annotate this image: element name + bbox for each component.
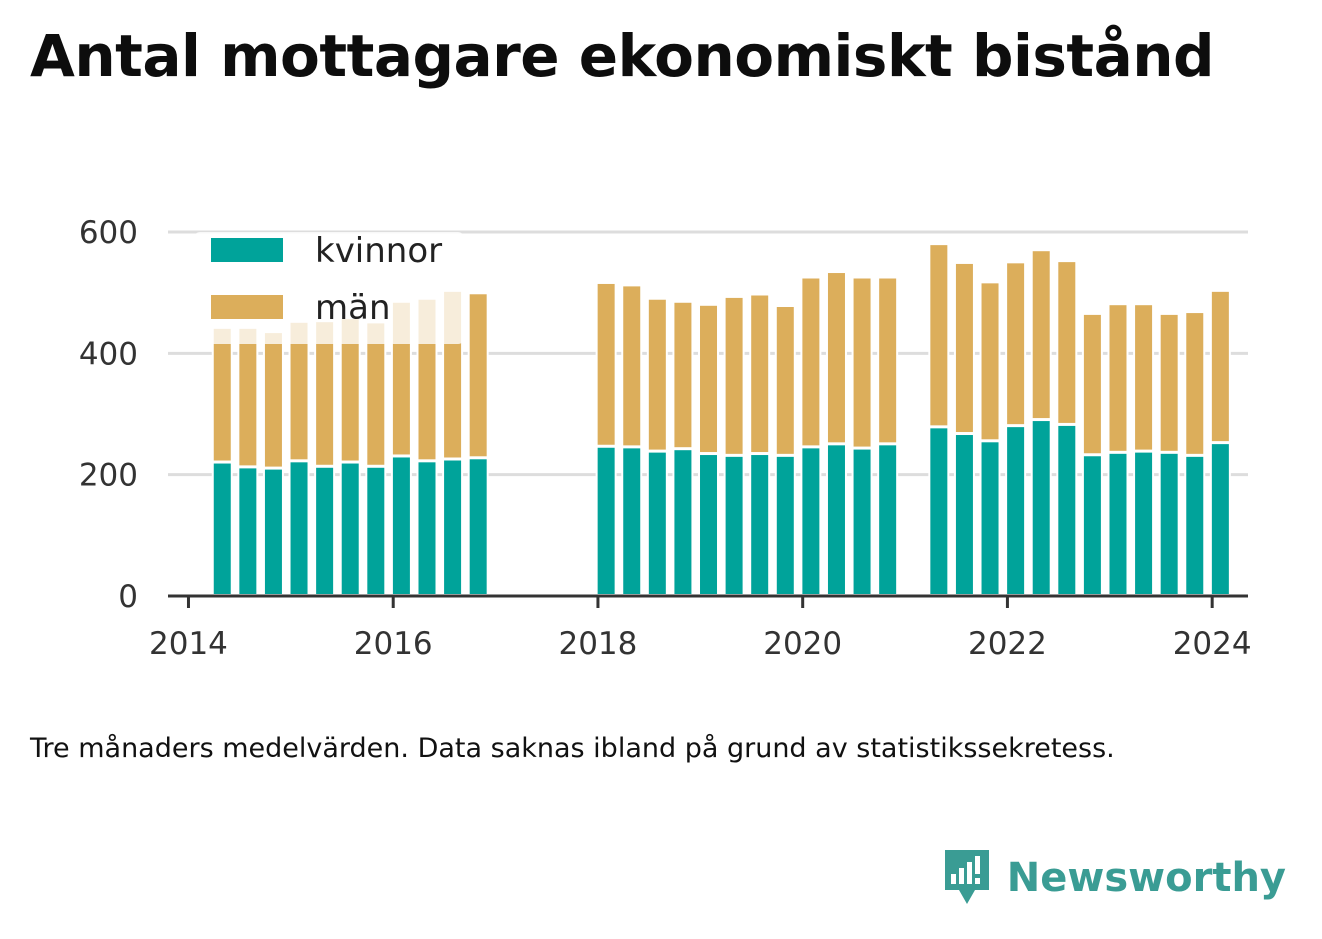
x-tick-label-2024: 2024 xyxy=(1173,626,1252,662)
bar-kvinnor-6 xyxy=(365,465,387,596)
x-tick-label-2020: 2020 xyxy=(763,626,842,662)
bar-män-26 xyxy=(1005,261,1027,427)
bar-män-27 xyxy=(1030,249,1052,421)
bar-kvinnor-13 xyxy=(646,450,668,597)
bar-män-19 xyxy=(800,276,822,448)
bar-kvinnor-8 xyxy=(416,460,438,596)
y-axis: 0 200 400 600 xyxy=(79,215,138,615)
bar-kvinnor-11 xyxy=(595,445,617,597)
bar-män-2 xyxy=(262,331,284,469)
bar-kvinnor-31 xyxy=(1133,450,1155,597)
bar-män-1 xyxy=(237,326,259,468)
bar-män-11 xyxy=(595,281,617,447)
bar-kvinnor-9 xyxy=(442,458,464,596)
bar-kvinnor-10 xyxy=(467,457,489,596)
bar-män-29 xyxy=(1081,312,1103,456)
bar-kvinnor-15 xyxy=(698,453,720,597)
bar-kvinnor-18 xyxy=(774,454,796,596)
legend: kvinnor män xyxy=(194,231,464,344)
bar-män-12 xyxy=(621,284,643,448)
brand-logo: Newsworthy xyxy=(941,848,1286,908)
bar-kvinnor-19 xyxy=(800,446,822,596)
bar-kvinnor-23 xyxy=(928,426,950,597)
y-tick-label-0: 0 xyxy=(118,579,138,615)
legend-swatch-män xyxy=(211,295,283,319)
bar-män-14 xyxy=(672,300,694,450)
bar-kvinnor-16 xyxy=(723,454,745,596)
legend-label-kvinnor: kvinnor xyxy=(315,231,442,271)
bar-kvinnor-34 xyxy=(1209,442,1231,596)
bar-kvinnor-17 xyxy=(749,453,771,597)
bar-kvinnor-24 xyxy=(953,433,975,596)
bar-män-20 xyxy=(825,271,847,445)
bar-män-31 xyxy=(1133,303,1155,452)
footnote: Tre månaders medelvärden. Data saknas ib… xyxy=(30,733,1115,764)
bar-män-16 xyxy=(723,295,745,456)
bar-kvinnor-3 xyxy=(288,460,310,596)
bar-kvinnor-30 xyxy=(1107,451,1129,596)
bar-kvinnor-25 xyxy=(979,440,1001,596)
bar-kvinnor-12 xyxy=(621,446,643,596)
legend-label-män: män xyxy=(315,288,391,328)
bar-män-34 xyxy=(1209,289,1231,444)
x-tick-label-2014: 2014 xyxy=(149,626,228,662)
bar-kvinnor-20 xyxy=(825,443,847,597)
y-tick-label-200: 200 xyxy=(79,458,138,494)
bar-kvinnor-27 xyxy=(1030,419,1052,597)
bar-män-17 xyxy=(749,293,771,455)
bar-män-21 xyxy=(851,276,873,449)
bar-kvinnor-7 xyxy=(390,455,412,597)
bar-kvinnor-5 xyxy=(339,461,361,596)
y-tick-label-400: 400 xyxy=(79,336,138,372)
x-axis: 2014 2016 2018 2020 2022 2024 xyxy=(149,596,1252,662)
bar-män-10 xyxy=(467,292,489,459)
bar-kvinnor-28 xyxy=(1056,423,1078,597)
chart-title: Antal mottagare ekonomiskt bistånd xyxy=(30,22,1215,90)
bar-kvinnor-21 xyxy=(851,447,873,596)
bar-män-15 xyxy=(698,303,720,455)
bar-kvinnor-22 xyxy=(877,443,899,597)
bar-kvinnor-1 xyxy=(237,466,259,596)
bar-kvinnor-2 xyxy=(262,467,284,597)
bar-män-33 xyxy=(1184,311,1206,456)
bar-kvinnor-32 xyxy=(1158,451,1180,596)
bar-män-24 xyxy=(953,261,975,435)
bar-män-25 xyxy=(979,281,1001,442)
bar-män-18 xyxy=(774,305,796,456)
x-tick-label-2016: 2016 xyxy=(354,626,433,662)
bar-kvinnor-14 xyxy=(672,448,694,597)
bar-män-30 xyxy=(1107,303,1129,453)
newsworthy-logo-icon xyxy=(944,850,989,904)
bar-kvinnor-26 xyxy=(1005,425,1027,596)
brand-name: Newsworthy xyxy=(1006,855,1286,901)
bar-män-13 xyxy=(646,297,668,452)
x-tick-label-2022: 2022 xyxy=(968,626,1047,662)
x-tick-label-2018: 2018 xyxy=(558,626,637,662)
bars xyxy=(211,243,1231,597)
bar-kvinnor-29 xyxy=(1081,454,1103,596)
y-tick-label-600: 600 xyxy=(79,215,138,251)
bar-män-22 xyxy=(877,276,899,445)
chart: 0 200 400 600 2014 2016 2018 2020 2022 2024 kvin… xyxy=(79,215,1252,662)
legend-swatch-kvinnor xyxy=(211,238,283,262)
bar-män-28 xyxy=(1056,260,1078,425)
bar-kvinnor-4 xyxy=(314,465,336,596)
bar-kvinnor-33 xyxy=(1184,454,1206,596)
bar-kvinnor-0 xyxy=(211,461,233,596)
bar-män-23 xyxy=(928,243,950,428)
bar-män-0 xyxy=(211,326,233,463)
bar-män-32 xyxy=(1158,312,1180,453)
